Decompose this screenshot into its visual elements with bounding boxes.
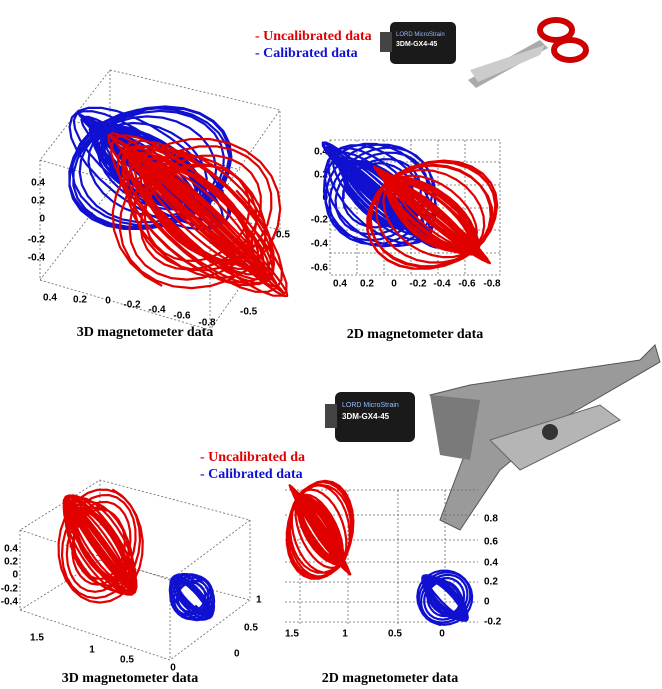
y-tick-label: 0.6 (484, 537, 498, 548)
x-tick-label: 0.5 (120, 655, 134, 666)
x-tick-label: 1.5 (285, 629, 299, 640)
y-tick-label: 0.8 (484, 514, 498, 525)
z-tick-label: 0.5 (244, 623, 258, 634)
y-tick-label: 0.4 (4, 544, 18, 555)
sensor-photo: LORD MicroStrain 3DM-GX4-45 (380, 22, 456, 64)
y-tick-label: -0.6 (311, 263, 329, 274)
y-tick-label: 0 (484, 597, 490, 608)
y-tick-label: 0.2 (4, 557, 18, 568)
legend-calibrated: - Calibrated data (200, 467, 303, 482)
trace (170, 574, 214, 620)
x-tick-label: -0.8 (483, 279, 501, 290)
x-tick-label: -0.2 (123, 300, 141, 311)
y-tick-label: -0.2 (311, 215, 329, 226)
trace (417, 571, 472, 626)
x-tick-label: -0.6 (458, 279, 476, 290)
z-tick-label: 0.5 (276, 230, 290, 241)
y-tick-label: -0.2 (484, 617, 502, 628)
z-tick-label: 0 (234, 649, 240, 660)
z-tick-label: -0.5 (240, 307, 258, 318)
x-tick-label: -0.6 (173, 311, 191, 322)
scissors-photo (468, 20, 586, 88)
x-tick-label: -0.4 (148, 305, 166, 316)
page: - Uncalibrated data - Calibrated data LO… (0, 0, 662, 689)
y-tick-label: -0.4 (311, 239, 329, 250)
x-tick-label: 0 (105, 296, 111, 307)
device-label: LORD MicroStrain (342, 402, 399, 409)
trace (109, 133, 288, 296)
x-tick-label: -0.2 (409, 279, 427, 290)
caption: 2D magnetometer data (322, 671, 459, 686)
y-tick-label: 0 (12, 570, 18, 581)
y-tick-label: -0.4 (28, 253, 46, 264)
x-tick-label: 0.5 (388, 629, 402, 640)
x-tick-label: 0.2 (360, 279, 374, 290)
x-tick-label: 1 (89, 645, 95, 656)
x-tick-label: 1 (342, 629, 348, 640)
figure: - Uncalibrated data - Calibrated data LO… (0, 0, 662, 689)
y-tick-label: -0.4 (1, 597, 19, 608)
y-tick-label: 0.2 (31, 196, 45, 207)
x-tick-label: 0.2 (73, 295, 87, 306)
y-tick-label: 0.2 (484, 577, 498, 588)
y-tick-label: -0.2 (1, 584, 19, 595)
sensor-photo: LORD MicroStrain 3DM-GX4-45 (325, 392, 415, 442)
caption: 3D magnetometer data (77, 325, 214, 340)
x-tick-label: 0 (439, 629, 445, 640)
x-tick-label: 0.4 (333, 279, 347, 290)
caption: 2D magnetometer data (347, 327, 484, 342)
device-label: 3DM-GX4-45 (396, 41, 437, 48)
x-tick-label: 0 (391, 279, 397, 290)
z-tick-label: 1 (256, 595, 262, 606)
caption: 3D magnetometer data (62, 671, 199, 686)
device-label: LORD MicroStrain (396, 32, 445, 38)
trace (287, 481, 354, 579)
x-tick-label: -0.4 (433, 279, 451, 290)
x-tick-label: 1.5 (30, 633, 44, 644)
y-tick-label: 0.4 (484, 558, 498, 569)
device-label: 3DM-GX4-45 (342, 412, 390, 421)
trace (59, 489, 143, 602)
pliers-photo (430, 345, 660, 530)
y-tick-label: 0.4 (31, 178, 45, 189)
legend-uncalibrated: - Uncalibrated data (255, 29, 372, 44)
y-tick-label: 0 (39, 214, 45, 225)
x-tick-label: 0.4 (43, 293, 57, 304)
y-tick-label: -0.2 (28, 235, 46, 246)
legend-calibrated: - Calibrated data (255, 46, 358, 61)
legend-uncalibrated: - Uncalibrated da (200, 450, 305, 465)
